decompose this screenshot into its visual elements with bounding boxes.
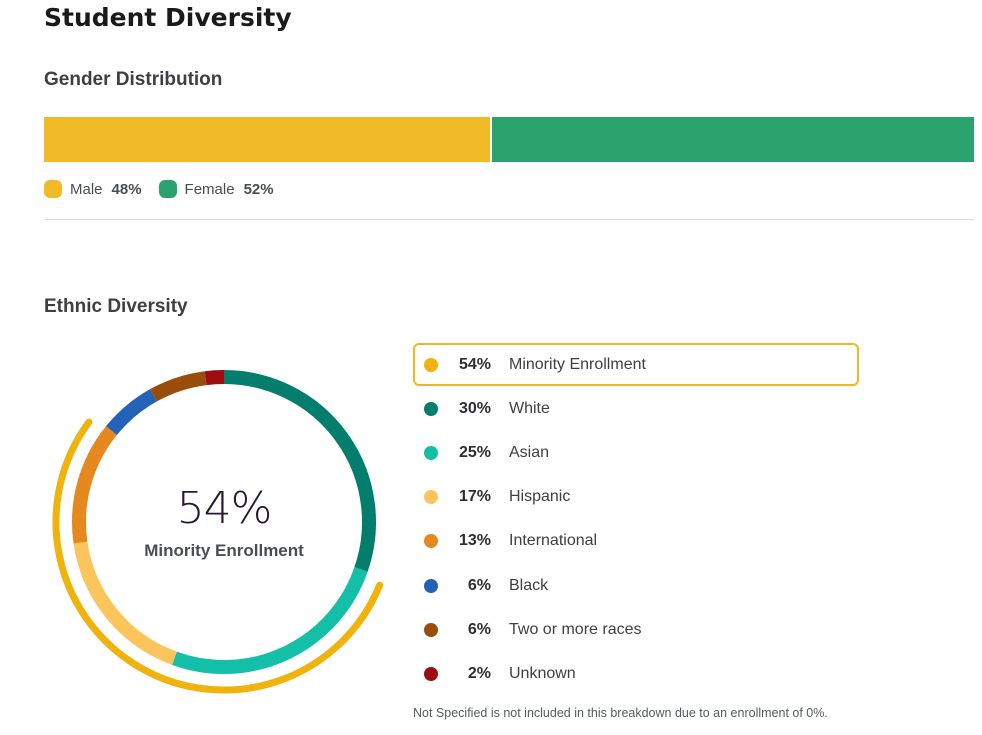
legend-label: Asian [509, 443, 550, 461]
gender-legend: Male 48% Female 52% [44, 180, 291, 198]
donut-center-label: Minority Enrollment [144, 541, 304, 560]
legend-label: Minority Enrollment [509, 355, 646, 373]
donut-minority-arc[interactable] [52, 418, 384, 694]
legend-value: 13% [458, 532, 491, 550]
donut-slice-two-or-more-races[interactable] [150, 371, 207, 402]
gender-legend-male: Male 48% [44, 180, 142, 198]
donut-center-value: 54% [176, 483, 273, 534]
legend-swatch-icon [424, 666, 438, 681]
legend-value: 54% [458, 355, 491, 373]
donut-slice-white[interactable] [223, 370, 376, 572]
legend-swatch-icon [424, 534, 438, 549]
legend-swatch-icon [424, 578, 438, 593]
legend-item-white[interactable]: 30% White [413, 387, 859, 430]
legend-swatch-icon [424, 490, 438, 505]
gender-bar-male[interactable] [44, 117, 491, 162]
donut-slice-black[interactable] [106, 389, 158, 436]
male-label: Male [70, 180, 103, 198]
legend-label: Two or more races [509, 620, 642, 638]
legend-value: 2% [467, 664, 491, 682]
footnote: Not Specified is not included in this br… [413, 706, 828, 720]
donut-slice-unknown[interactable] [204, 370, 225, 386]
ethnic-section-title: Ethnic Diversity [44, 296, 188, 317]
legend-label: Hispanic [509, 488, 571, 506]
donut-slice-asian[interactable] [172, 567, 368, 674]
legend-highlight-box [413, 343, 859, 386]
page-title: Student Diversity [44, 3, 292, 32]
legend-value: 17% [458, 488, 491, 506]
legend-item-asian[interactable]: 25% Asian [413, 431, 859, 474]
legend-item-hispanic[interactable]: 17% Hispanic [413, 476, 859, 519]
female-swatch-icon [158, 180, 177, 198]
gender-legend-female: Female 52% [158, 180, 274, 198]
legend-swatch-icon [424, 445, 438, 460]
legend-swatch-icon [424, 622, 438, 637]
legend-value: 30% [458, 399, 491, 417]
male-swatch-icon [44, 180, 62, 198]
legend-item-unknown[interactable]: 2% Unknown [413, 652, 859, 695]
legend-label: White [509, 399, 550, 417]
legend-label: International [509, 532, 598, 550]
donut-slice-international[interactable] [72, 426, 117, 544]
legend-value: 25% [458, 443, 491, 461]
legend-swatch-icon [424, 357, 438, 372]
donut-slice-hispanic[interactable] [73, 541, 177, 665]
legend-value: 6% [467, 576, 491, 594]
gender-section-title: Gender Distribution [44, 69, 223, 90]
legend-item-black[interactable]: 6% Black [413, 564, 859, 607]
gender-bar-female[interactable] [490, 117, 974, 162]
legend-item-international[interactable]: 13% International [413, 520, 859, 563]
legend-label: Unknown [509, 664, 576, 682]
legend-item-two-or-more-races[interactable]: 6% Two or more races [413, 608, 859, 651]
female-label: Female [184, 180, 235, 198]
gender-bar [44, 117, 974, 162]
section-divider [44, 219, 974, 220]
legend-item-minority-enrollment[interactable]: 54% Minority Enrollment [413, 343, 859, 386]
ethnic-donut-chart [52, 370, 384, 694]
legend-value: 6% [467, 620, 491, 638]
legend-label: Black [509, 576, 549, 594]
female-value: 52% [243, 180, 274, 198]
male-value: 48% [111, 180, 142, 198]
legend-swatch-icon [424, 401, 438, 416]
